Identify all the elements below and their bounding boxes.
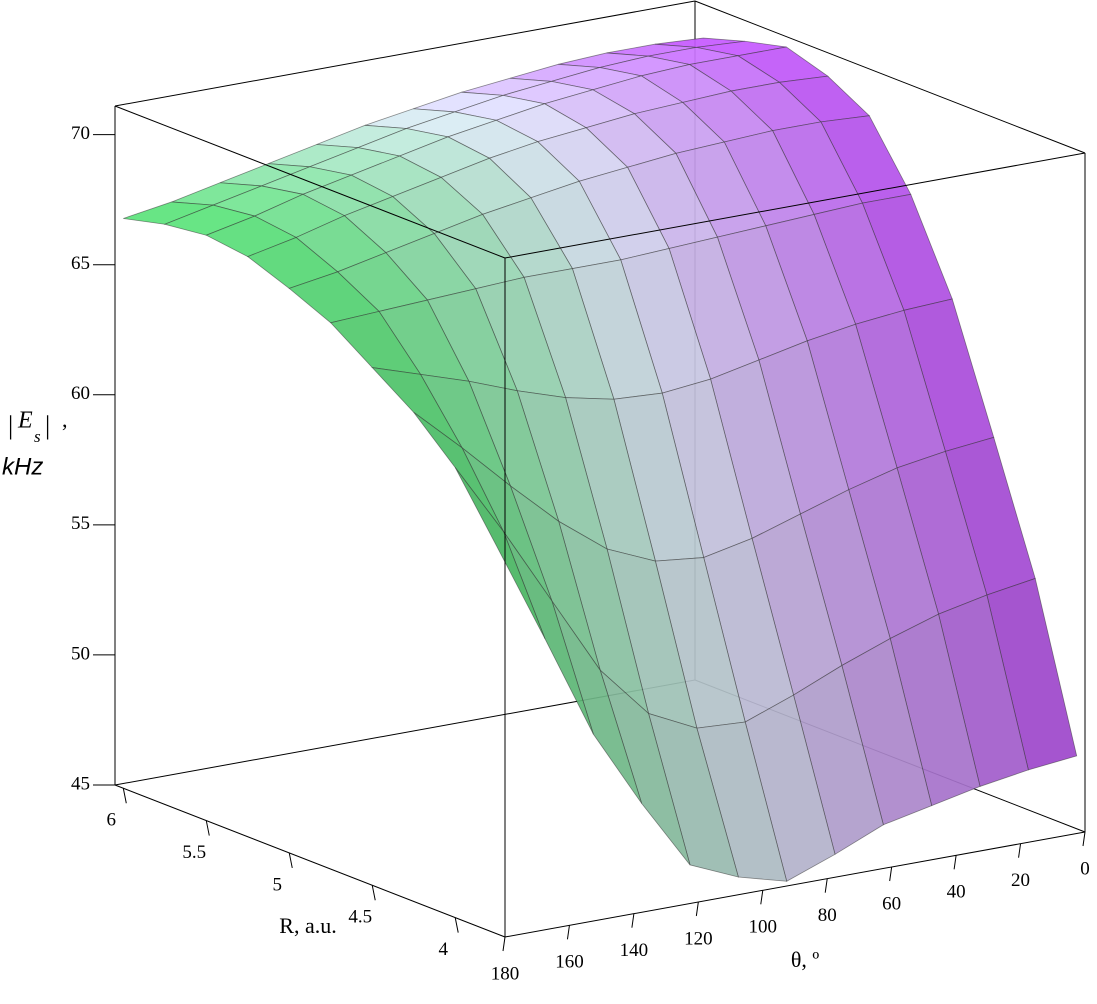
- y-tick: [371, 885, 376, 901]
- surface-patch: [454, 467, 546, 640]
- y-tick: [454, 917, 459, 933]
- z-tick-label: 45: [71, 773, 90, 794]
- y-tick-label: 5: [273, 874, 283, 895]
- x-tick-label: 160: [555, 952, 584, 973]
- y-tick: [288, 852, 293, 869]
- z-tick-label: 60: [71, 383, 90, 404]
- z-tick-label: 55: [71, 513, 90, 534]
- x-tick: [502, 936, 506, 952]
- box-edge: [114, 784, 506, 938]
- z-tick-label: 65: [71, 253, 90, 274]
- x-tick: [760, 890, 764, 905]
- box-edge: [694, 0, 1086, 154]
- z-label-bar: |: [8, 411, 13, 440]
- x-tick-label: 0: [1080, 858, 1090, 879]
- x-tick: [566, 925, 570, 940]
- x-tick-label: 20: [1011, 870, 1030, 891]
- box-edge: [114, 0, 696, 107]
- x-tick: [824, 878, 828, 893]
- x-tick: [1082, 831, 1086, 847]
- x-tick-label: 120: [684, 928, 713, 949]
- z-label-comma: ,: [62, 407, 68, 432]
- box-edge: [504, 152, 1086, 259]
- x-tick-label: 80: [818, 905, 837, 926]
- y-tick-label: 4: [438, 939, 448, 960]
- x-tick-label: 140: [620, 940, 649, 961]
- box-front: [114, 105, 1086, 938]
- box-edge: [114, 105, 506, 259]
- x-tick-label: 40: [947, 882, 966, 903]
- x-tick: [631, 913, 635, 928]
- y-axis-label: R, a.u.: [279, 913, 336, 938]
- x-tick: [953, 855, 957, 870]
- x-tick-label: 180: [491, 963, 520, 984]
- y-tick-label: 5.5: [182, 842, 206, 863]
- y-tick-label: 6: [107, 810, 117, 831]
- z-label-sub: s: [34, 427, 41, 446]
- y-tick: [205, 820, 210, 836]
- surface: [123, 37, 1078, 882]
- z-axis-label: | E s | , kHz: [2, 407, 68, 480]
- z-label-unit: kHz: [2, 453, 43, 480]
- x-tick-label: 100: [749, 917, 778, 938]
- z-label-bar2: |: [45, 411, 50, 440]
- x-tick-label: 60: [882, 893, 901, 914]
- z-tick-label: 70: [71, 123, 90, 144]
- z-label-main: E: [17, 408, 33, 434]
- ticks: 45505560657044.555.560204060801001201401…: [71, 123, 1090, 984]
- box-edge: [504, 831, 1086, 938]
- x-tick: [1018, 843, 1022, 858]
- y-tick: [122, 788, 127, 804]
- x-tick: [695, 901, 699, 917]
- x-tick: [889, 866, 893, 882]
- z-tick-label: 50: [71, 643, 90, 664]
- y-tick-label: 4.5: [348, 907, 372, 928]
- x-axis-label: θ, º: [791, 947, 820, 972]
